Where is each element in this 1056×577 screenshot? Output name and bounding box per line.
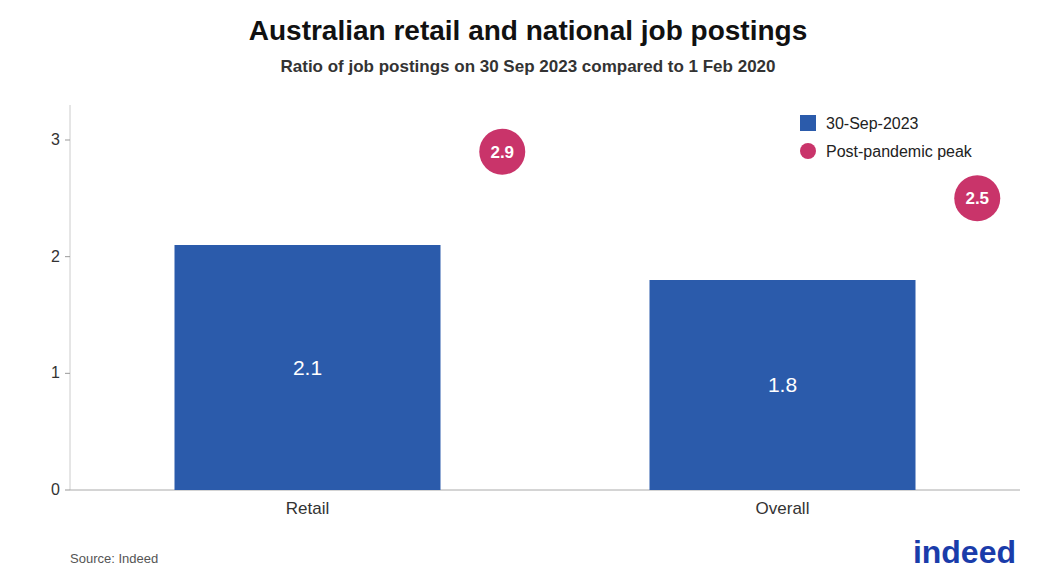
y-tick bbox=[65, 256, 70, 257]
peak-label: 2.9 bbox=[490, 143, 514, 162]
marks bbox=[175, 129, 1001, 490]
legend: 30-Sep-2023 Post-pandemic peak bbox=[800, 115, 973, 160]
y-tick-label: 2 bbox=[51, 248, 60, 265]
bar bbox=[650, 280, 916, 490]
subtitle: Ratio of job postings on 30 Sep 2023 com… bbox=[280, 57, 775, 76]
peak-label: 2.5 bbox=[965, 189, 989, 208]
peak-marker bbox=[954, 175, 1000, 221]
y-tick-label: 3 bbox=[51, 131, 60, 148]
y-tick bbox=[65, 490, 70, 491]
legend-swatch bbox=[800, 115, 816, 131]
y-axis-line bbox=[70, 105, 71, 490]
chart: Australian retail and national job posti… bbox=[0, 0, 1056, 577]
y-tick-label: 1 bbox=[51, 364, 60, 381]
title: Australian retail and national job posti… bbox=[249, 15, 808, 46]
x-tick-label: Retail bbox=[286, 499, 329, 518]
legend-swatch bbox=[800, 143, 816, 159]
legend-label: Post-pandemic peak bbox=[826, 143, 973, 160]
y-tick bbox=[65, 140, 70, 141]
logo-text: indeed bbox=[913, 534, 1016, 570]
y-tick-label: 0 bbox=[51, 481, 60, 498]
bar bbox=[175, 245, 441, 490]
source-note: Source: Indeed bbox=[70, 551, 158, 566]
legend-label: 30-Sep-2023 bbox=[826, 115, 919, 132]
background bbox=[0, 0, 1056, 577]
bar-label: 1.8 bbox=[768, 373, 797, 396]
peak-marker bbox=[479, 129, 525, 175]
data-labels: 2.1 1.8 2.9 2.5 bbox=[293, 143, 989, 396]
x-tick-label: Overall bbox=[756, 499, 810, 518]
y-tick bbox=[65, 373, 70, 374]
bar-label: 2.1 bbox=[293, 356, 322, 379]
